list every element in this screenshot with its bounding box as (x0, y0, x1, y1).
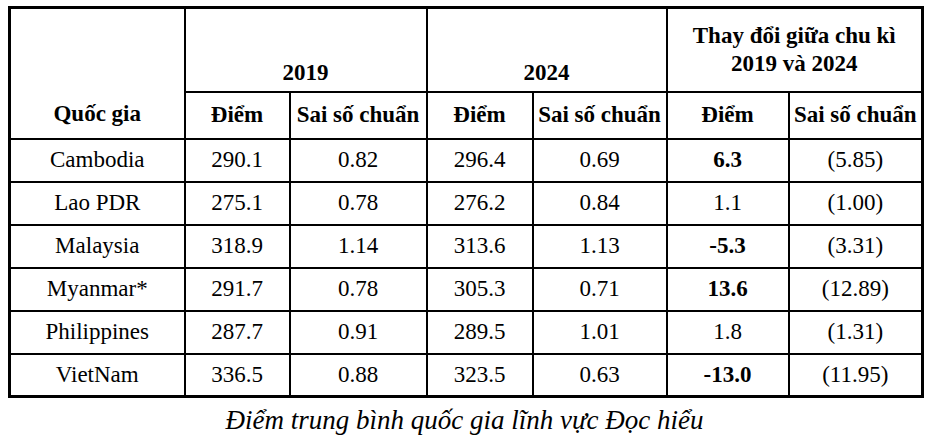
cell-change-se: (12.89) (789, 268, 923, 311)
cell-change-score: -5.3 (667, 225, 789, 268)
cell-change-score: 6.3 (667, 139, 789, 182)
cell-2019-se: 0.78 (290, 182, 427, 225)
cell-2024-score: 276.2 (427, 182, 533, 225)
score-table: Quốc gia 2019 2024 Thay đổi giữa chu kì … (8, 6, 924, 398)
cell-2019-score: 318.9 (185, 225, 290, 268)
subheader-2019-score: Điểm (185, 92, 290, 139)
header-country: Quốc gia (10, 8, 185, 139)
cell-2024-score: 305.3 (427, 268, 533, 311)
cell-2024-se: 1.01 (533, 311, 667, 354)
subheader-change-score: Điểm (667, 92, 789, 139)
subheader-2024-se: Sai số chuẩn (533, 92, 667, 139)
cell-change-score: -13.0 (667, 354, 789, 397)
subheader-2019-se: Sai số chuẩn (290, 92, 427, 139)
cell-2024-score: 289.5 (427, 311, 533, 354)
cell-change-score: 1.1 (667, 182, 789, 225)
subheader-change-se: Sai số chuẩn (789, 92, 923, 139)
cell-2024-se: 0.84 (533, 182, 667, 225)
header-group-change: Thay đổi giữa chu kì 2019 và 2024 (667, 8, 923, 92)
subheader-2024-score: Điểm (427, 92, 533, 139)
cell-2024-score: 313.6 (427, 225, 533, 268)
header-change-line1: Thay đổi giữa chu kì (670, 22, 920, 50)
cell-change-se: (5.85) (789, 139, 923, 182)
cell-2024-score: 323.5 (427, 354, 533, 397)
cell-2019-se: 0.82 (290, 139, 427, 182)
cell-change-se: (3.31) (789, 225, 923, 268)
cell-2024-se: 1.13 (533, 225, 667, 268)
cell-2019-score: 291.7 (185, 268, 290, 311)
header-group-row: Quốc gia 2019 2024 Thay đổi giữa chu kì … (10, 8, 923, 92)
header-change-line2: 2019 và 2024 (670, 50, 920, 78)
cell-2019-se: 0.91 (290, 311, 427, 354)
cell-country: Myanmar* (10, 268, 185, 311)
cell-change-se: (1.00) (789, 182, 923, 225)
cell-2024-se: 0.71 (533, 268, 667, 311)
cell-2019-se: 0.78 (290, 268, 427, 311)
header-group-2024: 2024 (427, 8, 667, 92)
header-group-2019: 2019 (185, 8, 427, 92)
cell-change-se: (1.31) (789, 311, 923, 354)
cell-2024-se: 0.63 (533, 354, 667, 397)
cell-country: Philippines (10, 311, 185, 354)
cell-2019-se: 0.88 (290, 354, 427, 397)
table-row-laopdr: Lao PDR 275.1 0.78 276.2 0.84 1.1 (1.00) (10, 182, 923, 225)
document-page: Quốc gia 2019 2024 Thay đổi giữa chu kì … (0, 0, 929, 436)
cell-change-score: 1.8 (667, 311, 789, 354)
cell-change-se: (11.95) (789, 354, 923, 397)
cell-2019-score: 275.1 (185, 182, 290, 225)
cell-2019-score: 336.5 (185, 354, 290, 397)
cell-2024-score: 296.4 (427, 139, 533, 182)
cell-2019-se: 1.14 (290, 225, 427, 268)
cell-2019-score: 287.7 (185, 311, 290, 354)
cell-country: Cambodia (10, 139, 185, 182)
table-row-malaysia: Malaysia 318.9 1.14 313.6 1.13 -5.3 (3.3… (10, 225, 923, 268)
table-row-vietnam: VietNam 336.5 0.88 323.5 0.63 -13.0 (11.… (10, 354, 923, 397)
table-row-myanmar: Myanmar* 291.7 0.78 305.3 0.71 13.6 (12.… (10, 268, 923, 311)
table-row-philippines: Philippines 287.7 0.91 289.5 1.01 1.8 (1… (10, 311, 923, 354)
cell-country: VietNam (10, 354, 185, 397)
cell-2019-score: 290.1 (185, 139, 290, 182)
cell-2024-se: 0.69 (533, 139, 667, 182)
cell-country: Lao PDR (10, 182, 185, 225)
cell-change-score: 13.6 (667, 268, 789, 311)
cell-country: Malaysia (10, 225, 185, 268)
table-row-cambodia: Cambodia 290.1 0.82 296.4 0.69 6.3 (5.85… (10, 139, 923, 182)
table-caption: Điểm trung bình quốc gia lĩnh vực Đọc hi… (8, 405, 921, 436)
